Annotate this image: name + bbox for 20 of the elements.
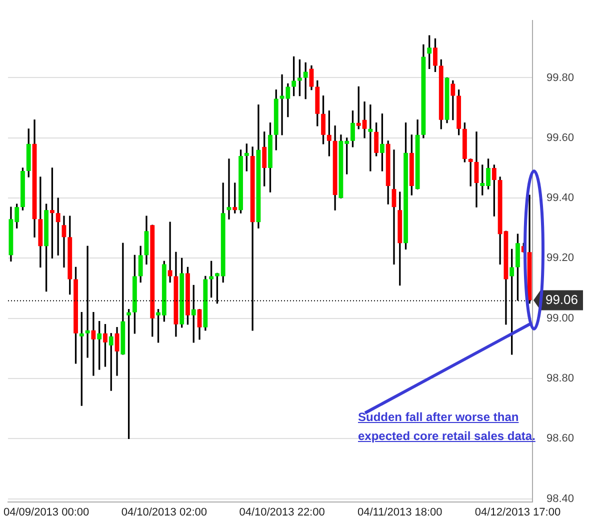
candlestick xyxy=(392,150,396,265)
y-tick-label: 99.40 xyxy=(546,192,574,204)
y-tick-label: 99.00 xyxy=(546,312,574,324)
y-tick-label: 99.20 xyxy=(546,252,574,264)
y-tick-label: 98.40 xyxy=(546,492,574,505)
y-tick-label: 99.80 xyxy=(546,72,574,84)
x-tick-label: 04/12/2013 17:00 xyxy=(474,506,561,518)
x-tick-label: 04/10/2013 22:00 xyxy=(239,506,325,518)
y-tick-label: 99.60 xyxy=(546,132,574,144)
x-tick-label: 04/10/2013 02:00 xyxy=(121,506,207,518)
candlestick xyxy=(91,312,96,376)
candlestick xyxy=(168,222,172,283)
candlestick xyxy=(226,158,232,220)
ref-line-label: 99.06 xyxy=(545,292,578,307)
x-tick-label: 04/09/2013 00:00 xyxy=(3,506,90,518)
y-tick-label: 98.80 xyxy=(546,372,574,385)
x-tick-label: 04/11/2013 18:00 xyxy=(357,506,442,518)
annotation: Sudden fall after worse than expected core retail sales data. xyxy=(358,409,536,445)
candlestick xyxy=(62,216,66,268)
y-tick-label: 98.60 xyxy=(546,432,574,445)
